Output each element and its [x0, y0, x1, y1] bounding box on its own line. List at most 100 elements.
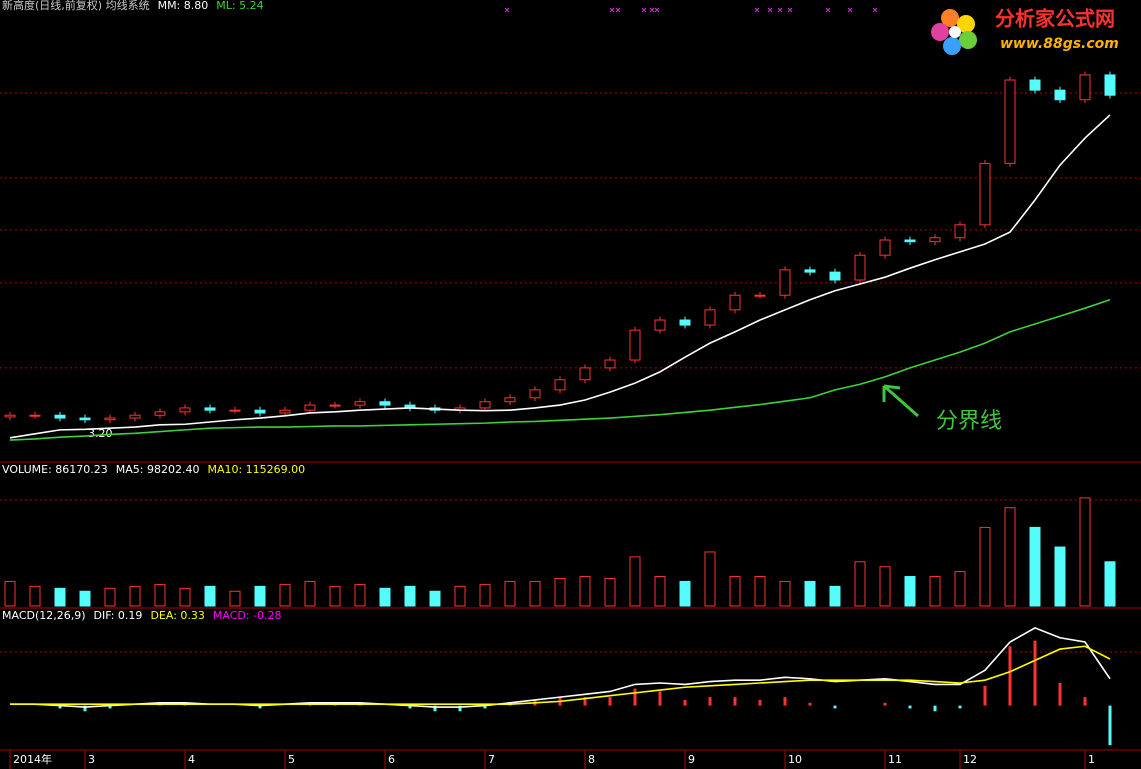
legend-label: ML: 5.24: [216, 0, 263, 12]
volume-bar: [729, 576, 741, 607]
candle-body: [604, 359, 616, 369]
candle-body: [479, 401, 491, 409]
watermark-name: 分析家公式网: [995, 7, 1115, 31]
candle-body: [754, 294, 766, 297]
volume-bar: [954, 571, 966, 607]
volume-bar: [1054, 546, 1066, 607]
volume-bar: [4, 580, 16, 607]
volume-bar: [229, 590, 241, 607]
candle-body: [979, 162, 991, 226]
candle-body: [79, 417, 91, 421]
candle-body: [379, 401, 391, 406]
x-tick-label: 5: [288, 753, 295, 766]
legend-label: MA10: 115269.00: [207, 463, 305, 476]
annotation: 分界线: [936, 409, 1002, 434]
candle-body: [679, 319, 691, 326]
candle-body: [279, 409, 291, 414]
candle-body: [904, 239, 916, 243]
x-tick-label: 10: [788, 753, 802, 766]
legend-label: MACD: -0.28: [213, 609, 282, 622]
volume-bar: [54, 587, 66, 607]
candle-body: [54, 414, 66, 419]
volume-bar: [204, 585, 216, 607]
low-label: 3.20: [88, 427, 113, 440]
legend-label: DEA: 0.33: [150, 609, 204, 622]
legend-label: MA5: 98202.40: [116, 463, 200, 476]
x-tick-label: 8: [588, 753, 595, 766]
x-tick-label: 6: [388, 753, 395, 766]
volume-bar: [579, 576, 591, 607]
candle-body: [804, 269, 816, 273]
x-tick-label: 7: [488, 753, 495, 766]
volume-bar: [629, 556, 641, 607]
x-tick-label: 1: [1088, 753, 1095, 766]
candle-body: [729, 294, 741, 311]
candle-body: [354, 401, 366, 406]
x-tick-label: 2014年: [13, 752, 52, 766]
candle-body: [129, 414, 141, 419]
candle-body: [879, 239, 891, 256]
candle-body: [229, 409, 241, 412]
candle-body: [29, 414, 41, 417]
volume-bar: [804, 580, 816, 607]
candle-body: [779, 269, 791, 296]
volume-bar: [554, 577, 566, 607]
volume-bar: [704, 551, 716, 607]
volume-bar: [879, 566, 891, 607]
volume-bar: [379, 587, 391, 607]
candle-body: [704, 309, 716, 326]
candle-body: [329, 404, 341, 407]
volume-bar: [154, 583, 166, 607]
candle-body: [1079, 74, 1091, 101]
line-series: [10, 645, 1111, 705]
watermark-url: www.88gs.com: [1000, 36, 1119, 52]
signal-marks: [504, 7, 878, 13]
volume-bar: [854, 561, 866, 607]
volume-bar: [1004, 507, 1016, 607]
legend-label: DIF: 0.19: [94, 609, 143, 622]
volume-bar: [254, 585, 266, 607]
x-tick-label: 12: [963, 753, 977, 766]
candle-body: [629, 329, 641, 361]
candle-body: [154, 411, 166, 416]
volume-bar: [679, 580, 691, 607]
legend-label: MM: 8.80: [158, 0, 209, 12]
candle-body: [929, 237, 941, 243]
volume-bar: [129, 585, 141, 607]
candle-body: [1054, 89, 1066, 101]
logo: [931, 9, 977, 55]
volume-bar: [179, 587, 191, 607]
candle-body: [179, 407, 191, 413]
volume-bar: [479, 583, 491, 607]
candle-body: [1104, 74, 1116, 96]
candle-body: [504, 397, 516, 403]
x-tick-label: 4: [188, 753, 195, 766]
volume-bar: [604, 577, 616, 607]
candle-body: [854, 254, 866, 281]
legend-label: MACD(12,26,9): [2, 609, 86, 622]
volume-bar: [329, 585, 341, 607]
volume-bar: [279, 583, 291, 607]
candle-body: [4, 414, 16, 418]
candle-body: [104, 417, 116, 421]
volume-bar: [529, 580, 541, 607]
volume-bar: [754, 576, 766, 607]
volume-bar: [404, 585, 416, 607]
x-tick-label: 3: [88, 753, 95, 766]
volume-bar: [1104, 561, 1116, 607]
volume-bar: [979, 526, 991, 607]
volume-bar: [354, 583, 366, 607]
candle-body: [554, 379, 566, 391]
candle-body: [1004, 79, 1016, 164]
annotation-arrow: [882, 384, 919, 418]
x-tick-label: 9: [688, 753, 695, 766]
line-series: [9, 114, 1111, 439]
line-series: [9, 298, 1111, 441]
volume-bar: [929, 576, 941, 607]
legend-label: VOLUME: 86170.23: [2, 463, 108, 476]
candle-body: [254, 409, 266, 414]
candle-body: [204, 407, 216, 411]
candle-body: [654, 319, 666, 331]
